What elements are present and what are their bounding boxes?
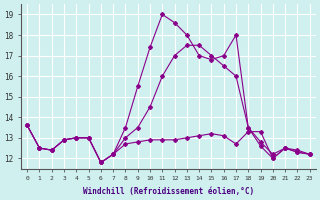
X-axis label: Windchill (Refroidissement éolien,°C): Windchill (Refroidissement éolien,°C) — [83, 187, 254, 196]
